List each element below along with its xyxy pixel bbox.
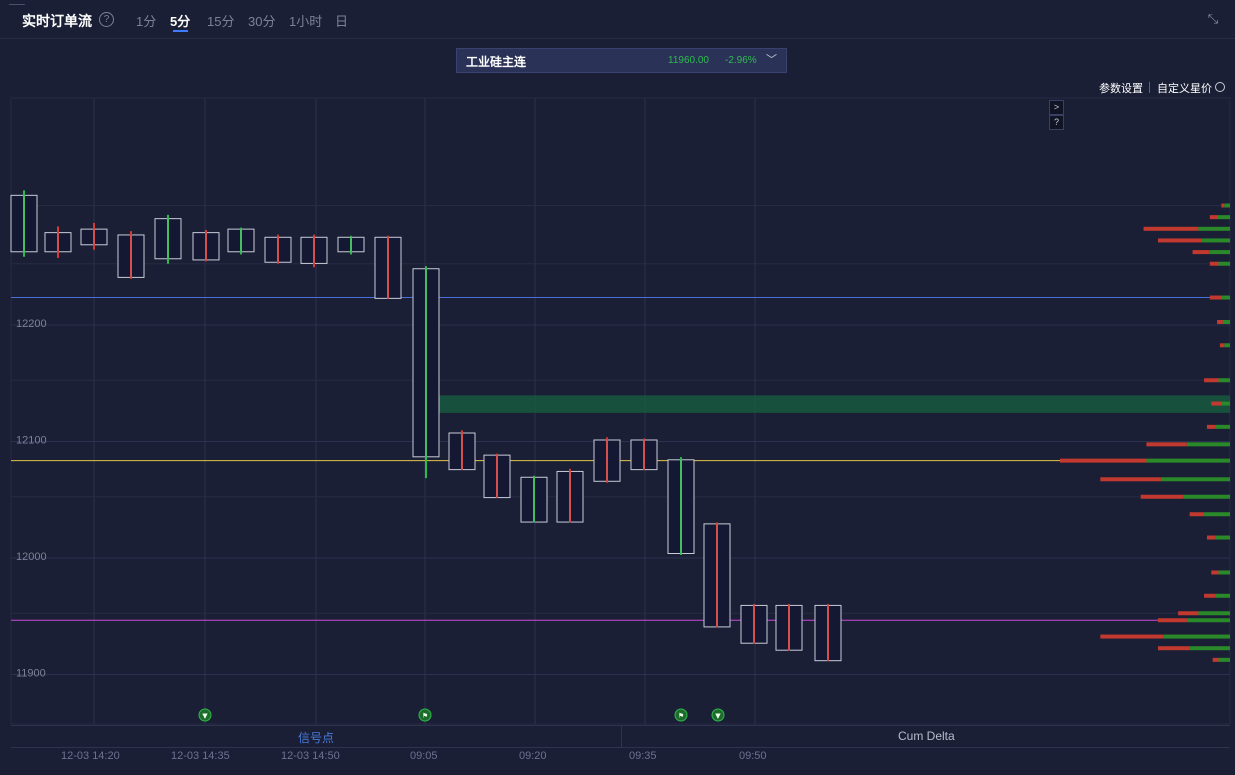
volume-profile-sell-bar	[1157, 646, 1190, 651]
volume-profile-buy-bar	[1186, 442, 1230, 447]
volume-profile-buy-bar	[1160, 477, 1230, 482]
volume-profile-buy-bar	[1224, 203, 1230, 208]
volume-profile-sell-bar	[1100, 634, 1164, 639]
tab-5min[interactable]: 5分	[170, 14, 191, 29]
volume-profile-buy-bar	[1163, 634, 1230, 639]
volume-profile-buy-bar	[1198, 611, 1230, 616]
volume-profile-sell-bar	[1157, 238, 1202, 243]
help-icon[interactable]: ?	[99, 12, 114, 27]
indicator-tabs: 信号点 Cum Delta	[11, 725, 1230, 748]
volume-profile-buy-bar	[1215, 535, 1230, 540]
volume-profile-buy-bar	[1183, 494, 1230, 499]
volume-profile-sell-bar	[1209, 295, 1222, 300]
volume-profile-buy-bar	[1215, 424, 1230, 429]
volume-profile-buy-bar	[1204, 512, 1230, 517]
volume-profile-buy-bar	[1218, 261, 1230, 266]
volume-profile-buy-bar	[1189, 646, 1230, 651]
volume-profile-sell-bar	[1221, 203, 1225, 208]
volume-profile-sell-bar	[1192, 250, 1210, 255]
volume-profile-sell-bar	[1219, 343, 1225, 348]
y-tick-label: 12100	[16, 435, 47, 447]
volume-profile-sell-bar	[1206, 424, 1216, 429]
x-tick-label: 09:50	[739, 750, 767, 762]
indicator-tab-divider	[621, 726, 622, 747]
tab-1hour[interactable]: 1小时	[289, 14, 323, 29]
tab-15min[interactable]: 15分	[207, 14, 235, 29]
x-tick-label: 09:35	[629, 750, 657, 762]
tab-1min[interactable]: 1分	[136, 14, 157, 29]
x-tick-label: 09:20	[519, 750, 547, 762]
expand-panel-button[interactable]: >	[1049, 100, 1064, 115]
volume-profile-sell-bar	[1211, 570, 1219, 575]
x-tick-label: 12-03 14:35	[171, 750, 230, 762]
instrument-name: 工业硅主连	[466, 55, 527, 69]
volume-profile-buy-bar	[1224, 343, 1230, 348]
tab-signal-points[interactable]: 信号点	[298, 731, 335, 745]
volume-profile-sell-bar	[1204, 593, 1216, 598]
volume-profile-buy-bar	[1217, 215, 1230, 220]
signal-marker	[674, 708, 688, 722]
y-tick-label: 12000	[16, 551, 47, 563]
volume-profile-sell-bar	[1140, 494, 1184, 499]
x-tick-label: 12-03 14:50	[281, 750, 340, 762]
volume-profile-sell-bar	[1217, 320, 1223, 324]
volume-profile-sell-bar	[1189, 512, 1205, 517]
volume-profile-sell-bar	[1100, 477, 1161, 482]
signal-marker	[711, 708, 725, 722]
signal-marker	[198, 708, 212, 722]
x-tick-label: 12-03 14:20	[61, 750, 120, 762]
volume-profile-sell-bar	[1060, 458, 1147, 463]
volume-profile-sell-bar	[1178, 611, 1199, 616]
toolbar-divider	[1149, 82, 1150, 93]
y-tick-label: 11900	[16, 668, 46, 680]
volume-profile-buy-bar	[1218, 378, 1230, 383]
volume-profile-sell-bar	[1209, 215, 1218, 220]
volume-profile-buy-bar	[1218, 570, 1230, 575]
active-tab-indicator	[173, 30, 188, 32]
volume-profile-sell-bar	[1146, 442, 1187, 447]
value-area-band	[425, 395, 1230, 413]
volume-profile-buy-bar	[1186, 618, 1230, 623]
tab-30min[interactable]: 30分	[248, 14, 276, 29]
panel-title: 实时订单流	[22, 13, 92, 29]
volume-profile-buy-bar	[1198, 226, 1230, 231]
top-bar: 实时订单流 ? 1分 5分 15分 30分 1小时 日 ⤡	[0, 0, 1235, 39]
signal-marker	[418, 708, 432, 722]
signal-icon: ⚑	[422, 712, 428, 720]
volume-profile-sell-bar	[1209, 261, 1219, 266]
volume-profile-buy-bar	[1222, 320, 1230, 324]
y-tick-label: 12200	[16, 318, 47, 330]
volume-profile-buy-bar	[1221, 401, 1230, 406]
signal-icon: ⚑	[678, 712, 684, 720]
instrument-selector[interactable]: 工业硅主连 11960.00 -2.96% ﹀	[456, 48, 787, 73]
signal-icon: ▼	[202, 712, 208, 720]
custom-star-price-link[interactable]: 自定义星价	[1157, 83, 1212, 95]
volume-profile-buy-bar	[1209, 250, 1230, 255]
volume-profile-buy-bar	[1146, 458, 1230, 463]
volume-profile-sell-bar	[1143, 226, 1199, 231]
collapse-icon[interactable]: ⤡	[1207, 11, 1219, 26]
volume-profile-sell-bar	[1204, 378, 1219, 383]
params-settings-link[interactable]: 参数设置	[1099, 83, 1143, 95]
signal-icon: ▼	[715, 712, 721, 720]
instrument-change: -2.96%	[725, 55, 757, 66]
x-tick-label: 09:05	[410, 750, 438, 762]
target-icon[interactable]	[1215, 82, 1225, 92]
tab-day[interactable]: 日	[335, 14, 349, 29]
volume-profile-buy-bar	[1221, 295, 1230, 300]
tab-cum-delta[interactable]: Cum Delta	[898, 729, 955, 743]
chevron-down-icon: ﹀	[766, 54, 777, 66]
volume-profile-sell-bar	[1206, 535, 1216, 540]
volume-profile-sell-bar	[1212, 657, 1219, 662]
volume-profile-buy-bar	[1218, 657, 1230, 662]
help-button[interactable]: ?	[1049, 115, 1064, 130]
instrument-price: 11960.00	[668, 55, 709, 66]
volume-profile-sell-bar	[1157, 618, 1187, 623]
volume-profile-buy-bar	[1201, 238, 1230, 243]
volume-profile-buy-bar	[1215, 593, 1230, 598]
volume-profile-sell-bar	[1211, 401, 1222, 406]
